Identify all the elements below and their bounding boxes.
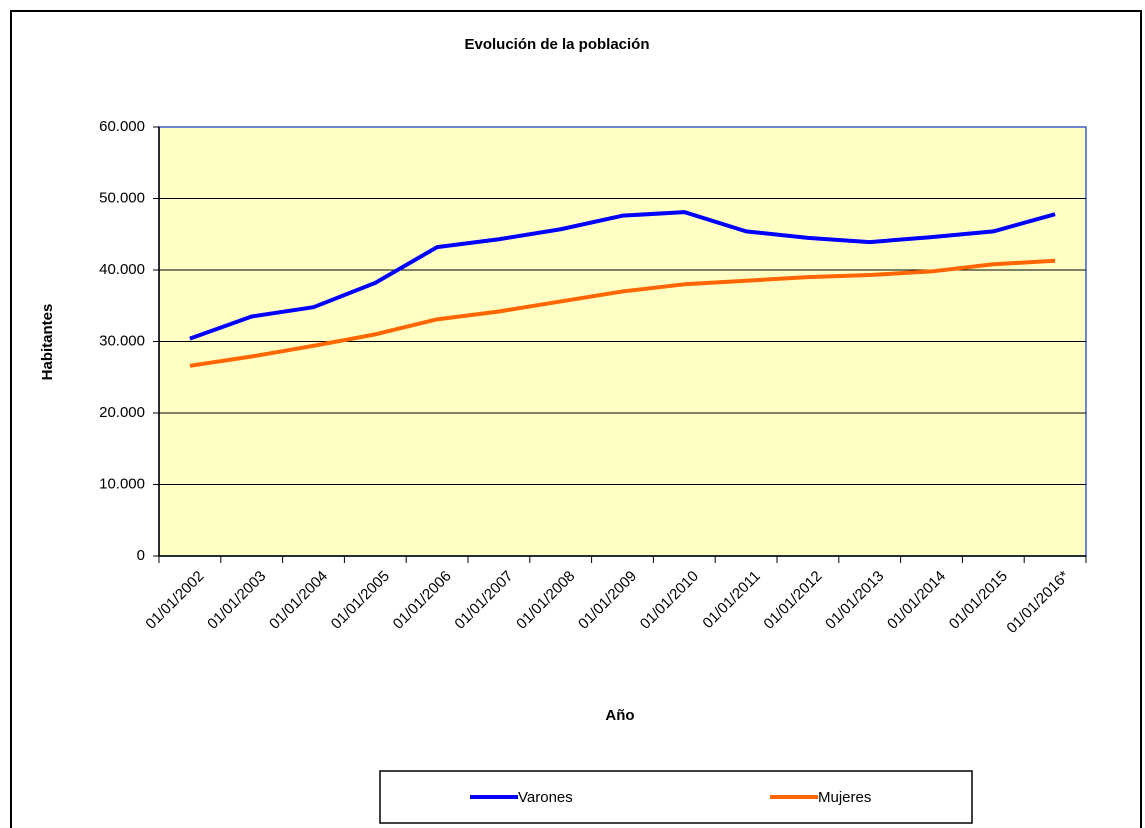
chart-title: Evolución de la población bbox=[464, 36, 649, 53]
x-axis-title: Año bbox=[605, 707, 634, 724]
y-tick-label: 30.000 bbox=[99, 332, 145, 349]
series-line bbox=[189, 210, 1056, 341]
x-tick-label: 01/01/2011 bbox=[699, 568, 763, 632]
y-tick-label: 0 bbox=[137, 547, 145, 564]
x-tick-label: 01/01/2014 bbox=[884, 568, 949, 633]
x-tick-label: 01/01/2013 bbox=[822, 568, 887, 633]
x-tick-label: 01/01/2008 bbox=[513, 568, 578, 633]
x-tick-label: 01/01/2004 bbox=[266, 568, 331, 633]
legend-label: Mujeres bbox=[818, 789, 871, 806]
y-tick-label: 50.000 bbox=[99, 189, 145, 206]
x-tick-label: 01/01/2012 bbox=[760, 568, 825, 633]
y-tick-label: 60.000 bbox=[99, 118, 145, 135]
x-tick-label: 01/01/2015 bbox=[946, 568, 1011, 633]
x-tick-label: 01/01/2009 bbox=[575, 568, 640, 633]
y-tick-label: 10.000 bbox=[99, 475, 145, 492]
legend-box bbox=[379, 770, 973, 824]
x-tick-label: 01/01/2002 bbox=[142, 568, 207, 633]
x-tick-label: 01/01/2003 bbox=[204, 568, 269, 633]
y-tick-label: 20.000 bbox=[99, 404, 145, 421]
x-tick-label: 01/01/2016* bbox=[1003, 568, 1072, 637]
y-axis-title: Habitantes bbox=[39, 304, 56, 381]
x-tick-label: 01/01/2010 bbox=[637, 568, 702, 633]
x-tick-label: 01/01/2006 bbox=[390, 568, 455, 633]
chart-frame bbox=[10, 10, 1142, 828]
legend-label: Varones bbox=[518, 789, 573, 806]
x-tick-label: 01/01/2007 bbox=[451, 568, 516, 633]
series-line bbox=[189, 258, 1056, 368]
x-tick-label: 01/01/2005 bbox=[328, 568, 393, 633]
y-tick-label: 40.000 bbox=[99, 261, 145, 278]
